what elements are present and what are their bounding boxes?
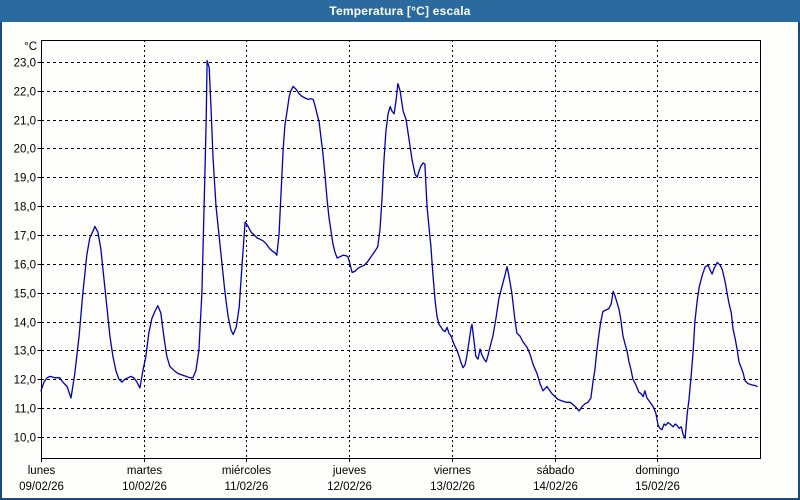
y-tick-label: 19,0 [14,173,36,185]
x-day-label: viernes [434,465,471,477]
y-tick-label: 17,0 [14,231,36,243]
x-date-label: 15/02/26 [635,481,680,493]
x-date-label: 10/02/26 [122,481,167,493]
y-tick-label: 13,0 [14,346,36,358]
x-date-label: 13/02/26 [430,481,475,493]
y-tick-label: 18,0 [14,202,36,214]
y-tick-label: 20,0 [14,144,36,156]
y-tick-label: 16,0 [14,260,36,272]
y-tick-label: 11,0 [14,404,36,416]
window-title-bar: Temperatura [°C] escala [0,0,800,22]
chart-area: 23,0 22,0 21,0 20,0 19,0 18,0 17,0 16,0 15,0 14,0… [2,22,798,498]
x-date-label: 11/02/26 [225,481,269,493]
x-day-label: sábado [537,465,575,477]
x-day-label: martes [127,465,162,477]
x-day-label: domingo [635,465,679,477]
window-title: Temperatura [°C] escala [329,4,471,18]
x-date-label: 14/02/26 [533,481,578,493]
x-date-label: 09/02/26 [19,481,64,493]
y-tick-label: 12,0 [14,375,36,387]
x-day-label: lunes [28,465,56,477]
y-tick-label: 15,0 [14,289,36,301]
plot-frame [41,40,761,459]
y-tick-label: 23,0 [14,58,36,70]
y-tick-label: 14,0 [14,318,36,330]
y-tick-label: 10,0 [14,433,36,445]
temperature-chart: 23,0 22,0 21,0 20,0 19,0 18,0 17,0 16,0 15,0 14,0… [14,40,761,493]
x-date-label: 12/02/26 [327,481,372,493]
y-tick-label: 21,0 [14,116,36,128]
y-axis-unit-label: °C [24,41,37,53]
y-tick-label: 22,0 [14,87,36,99]
x-day-label: miércoles [222,465,271,477]
temperature-series-line [40,59,758,440]
x-day-label: jueves [332,465,366,477]
